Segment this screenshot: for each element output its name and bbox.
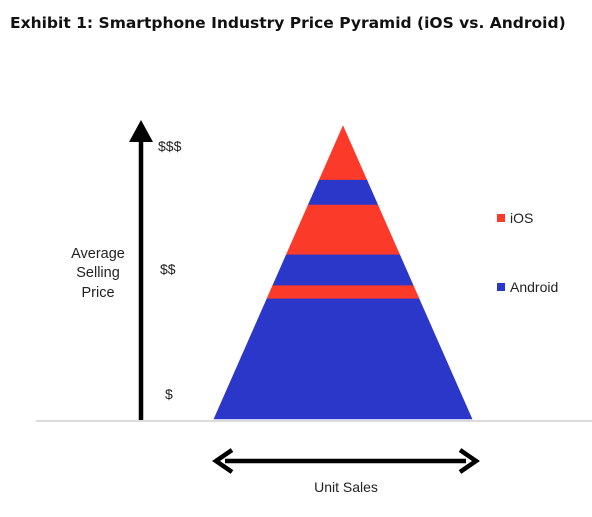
pyramid-band-android-4 [272,254,414,286]
pyramid [213,125,473,420]
pyramid-band-android-2 [307,179,379,206]
unit-sales-arrowhead-right [458,448,480,474]
legend-swatch-ios [497,214,505,222]
unit-sales-arrowhead-left [212,448,234,474]
price-level-low: $ [165,386,173,402]
legend-label-android: Android [510,279,558,295]
x-axis-label: Unit Sales [314,479,378,495]
price-level-mid: $$ [160,261,176,277]
pyramid-band-ios-1 [318,125,368,181]
legend-swatch-android [497,283,505,291]
y-axis-label-line-3: Price [81,285,114,301]
pyramid-band-ios-3 [285,204,401,256]
exhibit-title: Exhibit 1: Smartphone Industry Price Pyr… [10,14,566,32]
pyramid-band-android-6 [213,298,473,420]
y-axis-label-line-2: Selling [76,265,120,281]
y-axis-label-line-1: Average [71,246,125,262]
price-level-high: $$$ [158,138,182,154]
pyramid-band-ios-5 [266,285,420,300]
price-axis-arrowhead [129,120,153,142]
legend-label-ios: iOS [510,210,533,226]
